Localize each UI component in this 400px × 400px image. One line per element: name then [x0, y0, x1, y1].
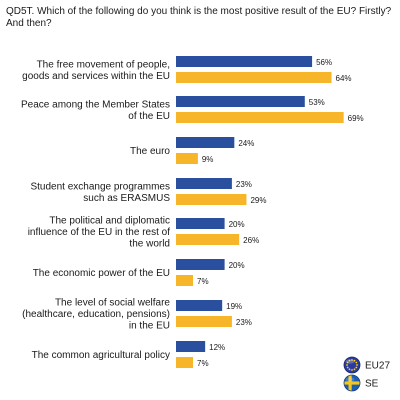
sweden-flag-icon: [343, 374, 361, 392]
bar-eu27: [176, 56, 313, 67]
value-label-se: 7%: [197, 359, 209, 368]
bars: [176, 56, 344, 368]
bar-se: [176, 275, 194, 286]
chart-title: QD5T. Which of the following do you thin…: [6, 6, 392, 29]
eu-flag-icon: [343, 356, 361, 374]
bar-se: [176, 357, 194, 368]
value-label-se: 7%: [197, 277, 209, 286]
category-label: The common agricultural policy: [32, 350, 170, 361]
value-label-se: 26%: [243, 236, 259, 245]
bar-se: [176, 153, 198, 164]
value-label-eu27: 56%: [316, 58, 332, 67]
legend-label-se: SE: [365, 379, 379, 390]
bar-eu27: [176, 96, 305, 107]
bar-se: [176, 234, 240, 245]
bar-se: [176, 194, 247, 205]
category-label: The economic power of the EU: [33, 268, 170, 279]
category-label: Student exchange programmes such as ERASM…: [30, 181, 170, 204]
bar-eu27: [176, 300, 223, 311]
value-label-eu27: 53%: [309, 98, 325, 107]
value-label-eu27: 23%: [236, 180, 252, 189]
value-label-eu27: 20%: [229, 220, 245, 229]
value-labels: 56% 64% 53% 69% 24% 9% 23% 29% 20% 26% 20% 7% 19% 23%…: [197, 58, 364, 368]
category-label: The euro: [130, 146, 170, 157]
bar-eu27: [176, 341, 206, 352]
value-label-eu27: 20%: [229, 261, 245, 270]
category-label: Peace among the Member States of the EU: [21, 99, 170, 122]
value-label-eu27: 19%: [226, 302, 242, 311]
category-labels: The free movement of people, goods and se…: [21, 59, 170, 361]
value-label-se: 64%: [336, 74, 352, 83]
value-label-eu27: 12%: [209, 343, 225, 352]
category-label: The political and diplomatic influence of…: [28, 216, 171, 250]
bar-eu27: [176, 259, 225, 270]
legend-label-eu27: EU27: [365, 361, 390, 372]
value-label-eu27: 24%: [238, 139, 254, 148]
value-label-se: 9%: [202, 155, 214, 164]
bar-eu27: [176, 178, 232, 189]
bar-eu27: [176, 137, 235, 148]
bar-eu27: [176, 218, 225, 229]
category-label: The free movement of people, goods and se…: [22, 59, 170, 82]
value-label-se: 29%: [250, 196, 266, 205]
value-label-se: 23%: [236, 318, 252, 327]
bar-se: [176, 112, 344, 123]
legend: EU27 SE: [343, 356, 390, 392]
value-label-se: 69%: [348, 114, 364, 123]
category-label: The level of social welfare (healthcare, …: [22, 298, 170, 332]
bar-se: [176, 316, 232, 327]
bar-se: [176, 72, 332, 83]
